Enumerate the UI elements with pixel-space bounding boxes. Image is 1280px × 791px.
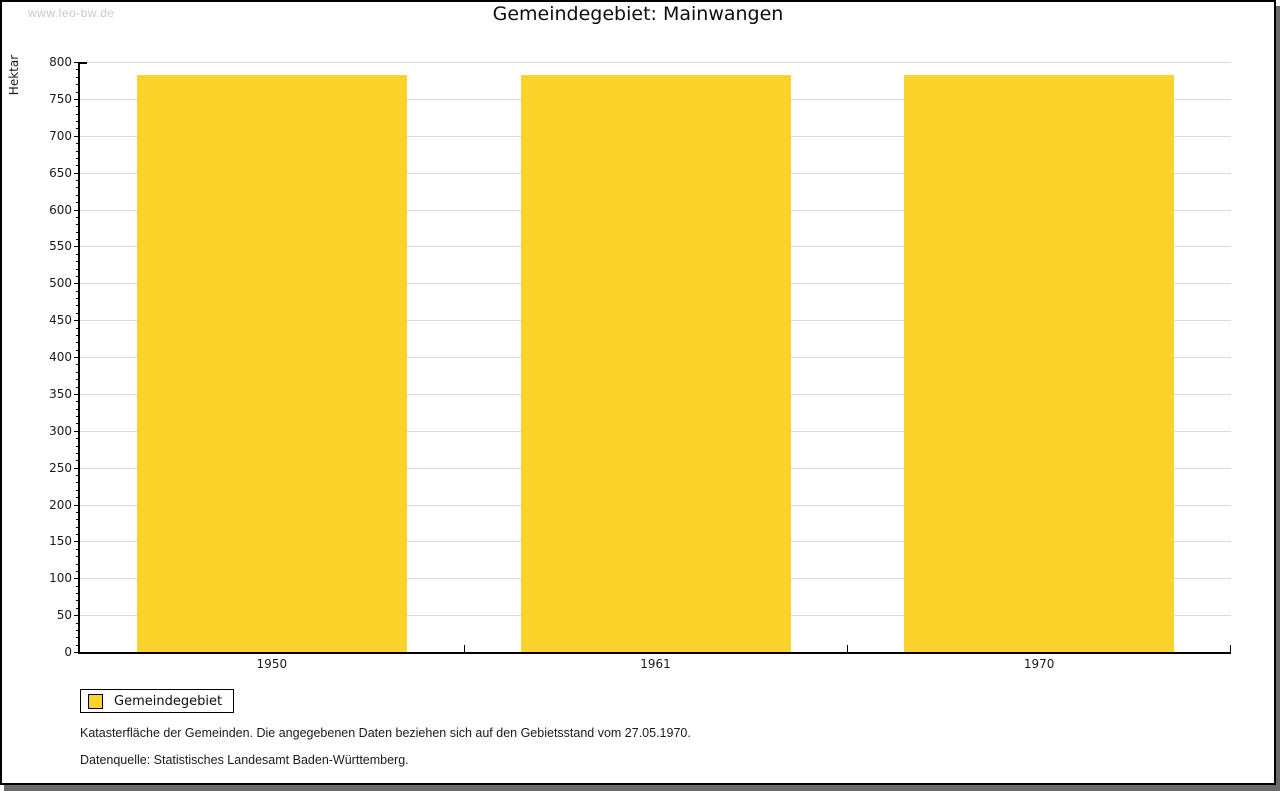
y-major-tick-600	[74, 209, 80, 211]
y-major-tick-50	[74, 615, 80, 617]
x-axis-right-cap	[1229, 645, 1231, 652]
y-major-tick-550	[74, 246, 80, 248]
bar-1961	[520, 74, 791, 652]
footnote-datenquelle: Datenquelle: Statistisches Landesamt Bad…	[80, 753, 409, 767]
y-major-tick-400	[74, 357, 80, 358]
y-major-tick-650	[74, 172, 80, 174]
y-tick-label-550: 550	[49, 239, 72, 254]
bar-1970	[904, 74, 1175, 652]
y-tick-label-500: 500	[49, 276, 72, 291]
bar-1950	[136, 74, 407, 652]
legend: Gemeindegebiet	[80, 689, 234, 713]
x-axis-line	[78, 652, 1231, 654]
y-major-tick-750	[74, 98, 80, 100]
y-major-tick-350	[74, 393, 80, 395]
y-major-tick-200	[74, 504, 80, 506]
y-major-tick-150	[74, 541, 80, 543]
y-tick-label-300: 300	[49, 423, 72, 438]
x-boundary-tick-2	[847, 645, 849, 652]
x-tick-label-1970: 1970	[1023, 657, 1055, 671]
y-major-tick-800	[74, 62, 80, 63]
y-major-tick-250	[74, 467, 80, 469]
page-title: Gemeindegebiet: Mainwangen	[492, 3, 784, 25]
y-tick-label-800: 800	[49, 55, 72, 69]
y-tick-label-700: 700	[49, 128, 72, 143]
watermark: www.leo-bw.de	[28, 6, 115, 20]
y-tick-label-250: 250	[49, 460, 72, 475]
y-tick-label-350: 350	[49, 386, 72, 401]
y-tick-label-150: 150	[49, 534, 72, 549]
y-tick-label-650: 650	[49, 165, 72, 180]
y-tick-label-200: 200	[49, 497, 72, 512]
x-boundary-tick-1	[463, 645, 465, 652]
footnote-gebietsstand: Katasterfläche der Gemeinden. Die angege…	[80, 726, 691, 740]
y-axis-line	[78, 62, 80, 654]
y-major-tick-100	[74, 578, 80, 580]
y-tick-label-50: 50	[56, 608, 72, 623]
y-axis-top-cap	[80, 62, 87, 64]
y-major-tick-500	[74, 283, 80, 285]
y-major-tick-0	[74, 652, 80, 653]
y-major-tick-300	[74, 430, 80, 432]
y-tick-label-750: 750	[49, 91, 72, 106]
y-tick-label-0: 0	[64, 645, 72, 659]
y-tick-label-600: 600	[49, 202, 72, 217]
y-major-tick-450	[74, 320, 80, 322]
x-tick-label-1961: 1961	[640, 657, 671, 671]
y-major-tick-700	[74, 135, 80, 137]
y-tick-label-100: 100	[49, 571, 72, 586]
gridline-800	[80, 62, 1231, 63]
y-tick-label-450: 450	[49, 313, 72, 328]
y-tick-label-400: 400	[49, 350, 72, 364]
x-tick-label-1950: 1950	[256, 657, 288, 671]
legend-swatch-gemeindegebiet	[88, 693, 103, 709]
legend-label: Gemeindegebiet	[114, 693, 223, 709]
